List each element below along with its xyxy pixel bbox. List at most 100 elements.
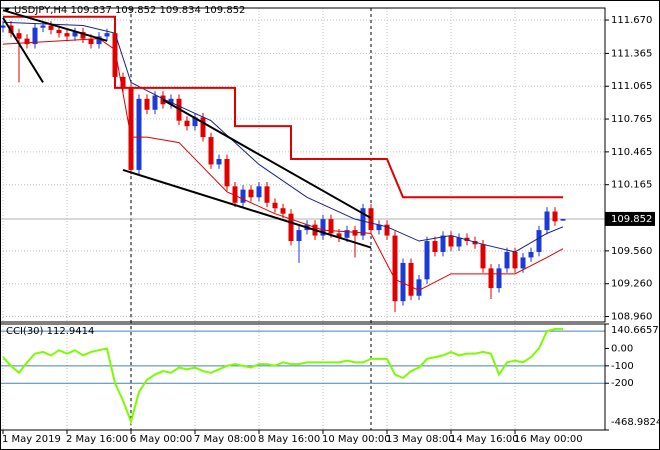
y-tick-label: 140.6657 — [611, 325, 659, 336]
symbol-icon — [4, 8, 10, 12]
y-tick-label: 108.960 — [611, 312, 652, 323]
y-tick-label: 110.765 — [611, 114, 652, 125]
candle-body — [352, 230, 358, 236]
candle-body — [464, 237, 470, 242]
x-tick-label: 8 May 16:00 — [258, 434, 320, 445]
candle-body — [376, 224, 382, 231]
candle-body — [496, 268, 502, 289]
candle-body — [232, 186, 238, 203]
candle-body — [184, 120, 190, 127]
candle-body — [384, 224, 390, 236]
candle-body — [256, 186, 262, 198]
indicator-line — [3, 15, 563, 199]
candle-body — [416, 279, 422, 296]
chart-title: USDJPY,H4 109.837 109.852 109.834 109.85… — [14, 5, 245, 16]
candle-body — [168, 98, 174, 105]
candle-body — [64, 33, 70, 37]
candle-body — [560, 218, 566, 221]
candle-body — [424, 241, 430, 280]
indicator-title: CCI(30) 112.9414 — [6, 326, 94, 337]
candle-body — [240, 189, 246, 203]
candle-body — [120, 76, 126, 88]
candle-body — [360, 208, 366, 236]
candle-body — [72, 32, 78, 37]
indicator-line — [2, 38, 564, 291]
current-price-box — [605, 211, 655, 226]
candle-body — [264, 186, 270, 203]
candle-body — [448, 235, 454, 247]
x-tick-label: 2 May 16:00 — [66, 434, 128, 445]
candle-body — [200, 117, 206, 138]
candle-body — [128, 87, 134, 170]
candle-body — [192, 117, 198, 127]
candle-body — [344, 230, 350, 238]
y-tick-label: 111.065 — [611, 81, 652, 92]
cci-line — [2, 327, 564, 425]
indicator-line — [2, 17, 44, 83]
indicator-line — [2, 21, 564, 253]
y-tick-label: -468.9824 — [611, 417, 660, 428]
candle-body — [272, 202, 278, 209]
candle-body — [32, 27, 38, 45]
candle-body — [288, 213, 294, 242]
candle-body — [432, 241, 438, 252]
candle-body — [440, 235, 446, 252]
indicator-line — [122, 168, 372, 249]
y-tick-label: 109.260 — [611, 279, 652, 290]
indicator-line — [162, 99, 372, 219]
candle-body — [368, 208, 374, 231]
candle-body — [400, 262, 406, 302]
candle-body — [456, 237, 462, 247]
candle-body — [248, 189, 254, 198]
y-tick-label: -200 — [611, 378, 634, 389]
y-tick-label: 0.00 — [611, 343, 633, 354]
candle-body — [136, 98, 142, 170]
candle-body — [152, 95, 158, 110]
candle-body — [512, 251, 518, 269]
y-tick-label: 111.365 — [611, 48, 652, 59]
y-tick-label: 110.465 — [611, 147, 652, 158]
candle-body — [544, 211, 550, 231]
candle-body — [208, 137, 214, 165]
y-tick-label: 111.670 — [611, 15, 652, 26]
candle-body — [224, 158, 230, 187]
candle-body — [552, 211, 558, 222]
x-tick-label: 13 May 08:00 — [386, 434, 455, 445]
candle-body — [216, 158, 222, 165]
indicator-line — [2, 9, 108, 42]
candle-body — [280, 208, 286, 214]
x-tick-label: 14 May 16:00 — [450, 434, 519, 445]
y-tick-label: 109.560 — [611, 246, 652, 257]
candle-body — [408, 262, 414, 296]
candle-body — [328, 219, 334, 234]
candle-body — [488, 268, 494, 289]
candle-body — [88, 38, 94, 45]
current-price-label: 109.852 — [611, 214, 652, 225]
candle-body — [48, 25, 54, 30]
candle-body — [472, 241, 478, 245]
candle-body — [536, 230, 542, 252]
y-tick-label: -100 — [611, 361, 634, 372]
candle-body — [0, 25, 6, 28]
candle-body — [144, 98, 150, 110]
candle-body — [480, 244, 486, 269]
candle-body — [96, 36, 102, 45]
x-tick-label: 7 May 08:00 — [194, 434, 256, 445]
candle-body — [16, 33, 22, 39]
candle-body — [320, 219, 326, 236]
candle-body — [24, 38, 30, 45]
candle-body — [40, 25, 46, 28]
candle-body — [504, 251, 510, 269]
candle-body — [520, 257, 526, 269]
candle-body — [56, 29, 62, 34]
candle-body — [104, 33, 110, 37]
candle-body — [528, 251, 534, 258]
candle-body — [80, 32, 86, 39]
x-tick-label: 1 May 2019 — [2, 434, 61, 445]
candle-body — [392, 235, 398, 302]
y-tick-label: 110.165 — [611, 180, 652, 191]
x-tick-label: 10 May 00:00 — [322, 434, 391, 445]
candle-body — [296, 230, 302, 242]
x-tick-label: 6 May 00:00 — [130, 434, 192, 445]
